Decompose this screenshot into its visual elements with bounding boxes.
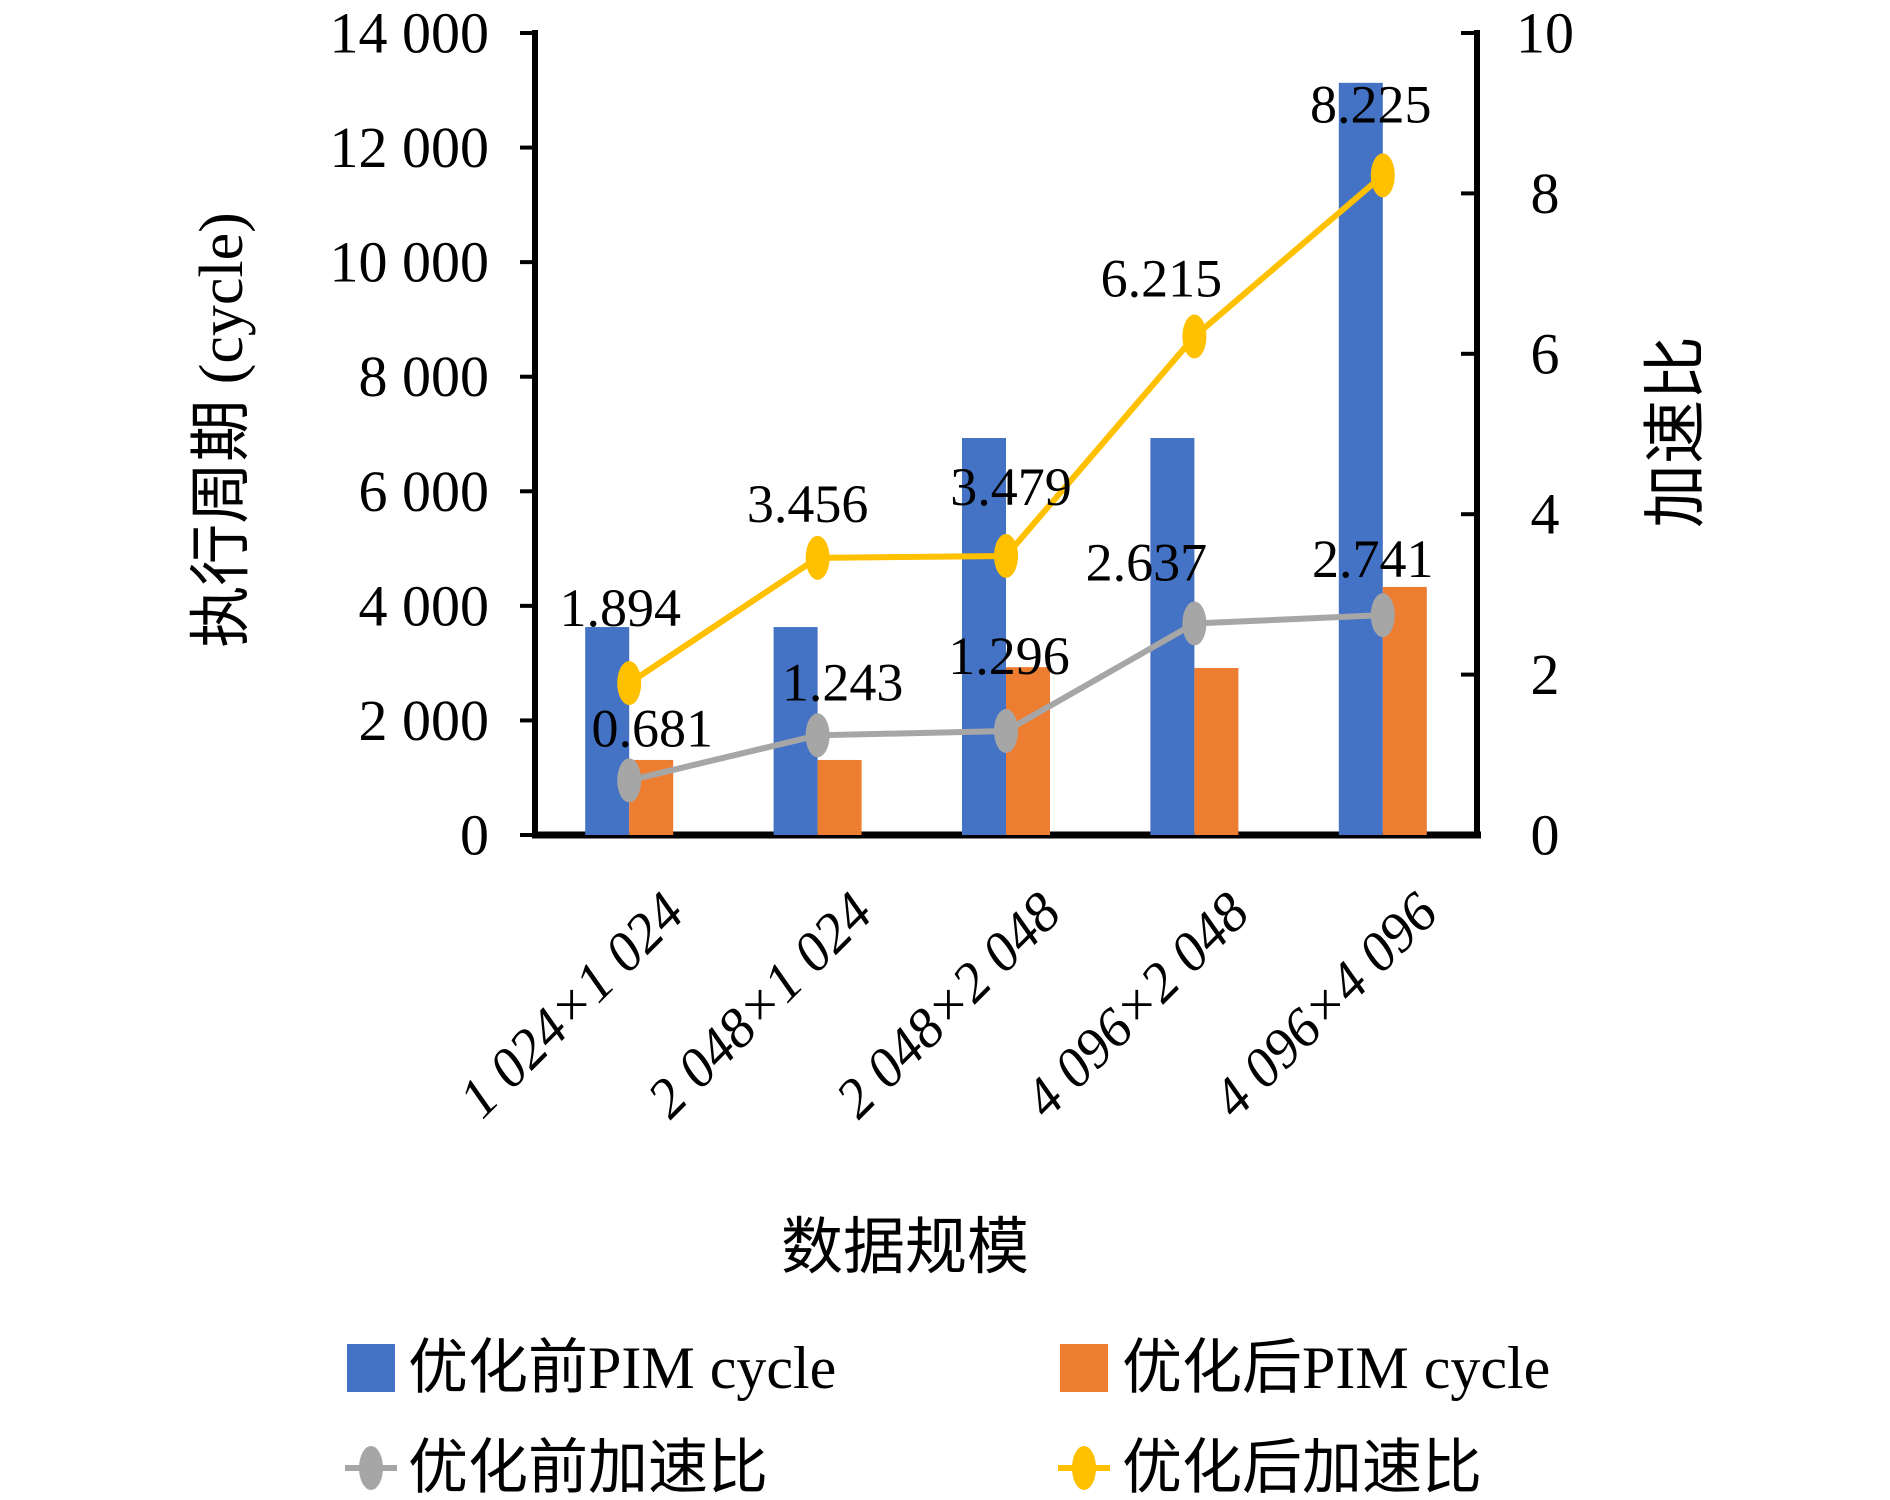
left-axis-tick-label: 12 000 (330, 115, 490, 180)
marker-speedup-before (805, 713, 830, 758)
left-axis-tick-label: 0 (460, 803, 489, 868)
left-axis-tick-label: 10 000 (330, 230, 490, 295)
x-axis-title: 数据规模 (781, 1214, 1029, 1282)
left-axis-title: 执行周期 (cycle) (188, 212, 256, 648)
legend-swatch-pim-after (1060, 1344, 1108, 1392)
legend-swatch-pim-before (347, 1344, 395, 1392)
line-series-group (617, 153, 1395, 803)
right-axis-title: 加速比 (1641, 336, 1712, 528)
right-axis-tick-label: 4 (1531, 482, 1560, 547)
legend-marker-speedup-before (359, 1446, 383, 1490)
bar-pim-cycle-after (1006, 667, 1050, 835)
bar-series-group (585, 82, 1427, 836)
right-axis-tick-label: 6 (1531, 321, 1560, 386)
legend-label: 优化后加速比 (1122, 1435, 1482, 1500)
right-axis-tick-label: 10 (1516, 1, 1574, 66)
data-labels-group: 0.681 1.243 1.296 2.637 2.741 1.894 3.456 3.479… (559, 74, 1433, 758)
marker-speedup-after (1370, 153, 1395, 198)
left-axis-tick-label: 4 000 (359, 573, 490, 638)
legend-label: 优化前PIM cycle (408, 1335, 836, 1401)
legend-label: 优化前加速比 (408, 1435, 768, 1500)
left-axis-tick-label: 8 000 (359, 344, 490, 409)
data-label-speedup-before: 1.243 (782, 652, 904, 712)
right-axis-tick-label: 8 (1531, 161, 1560, 226)
data-label-speedup-after: 1.894 (559, 578, 681, 638)
legend: 优化前PIM cycle 优化后PIM cycle 优化前加速比 优化后加速比 (345, 1335, 1550, 1500)
data-label-speedup-after: 3.479 (950, 457, 1072, 517)
marker-speedup-before (617, 758, 642, 803)
left-axis-tick-label: 6 000 (359, 459, 490, 524)
left-axis-tick-label: 14 000 (330, 1, 490, 66)
left-axis-ticks: 0 2 000 4 000 6 000 8 000 10 000 12 000 14 000 (330, 1, 535, 868)
bar-pim-cycle-after (1194, 668, 1239, 835)
data-label-speedup-before: 2.637 (1086, 533, 1208, 593)
marker-speedup-after (994, 533, 1018, 578)
legend-marker-speedup-after (1072, 1446, 1096, 1490)
data-label-speedup-after: 8.225 (1310, 74, 1432, 134)
right-axis-tick-label: 0 (1531, 803, 1560, 868)
marker-speedup-after (617, 661, 642, 706)
bar-pim-cycle-before (585, 627, 630, 835)
data-label-speedup-before: 1.296 (948, 626, 1070, 686)
left-axis-tick-label: 2 000 (359, 688, 490, 753)
bar-pim-cycle-after (817, 759, 862, 835)
data-label-speedup-after: 6.215 (1101, 249, 1223, 309)
legend-label: 优化后PIM cycle (1122, 1335, 1550, 1401)
marker-speedup-before (1182, 601, 1207, 646)
data-label-speedup-after: 3.456 (747, 474, 869, 534)
data-label-speedup-before: 2.741 (1312, 529, 1434, 589)
marker-speedup-before (994, 709, 1018, 754)
right-axis-ticks: 0 2 4 6 8 10 (1461, 1, 1574, 868)
marker-speedup-before (1370, 593, 1395, 638)
bar-pim-cycle-before (962, 438, 1006, 835)
marker-speedup-after (805, 535, 830, 580)
data-label-speedup-before: 0.681 (591, 698, 713, 758)
marker-speedup-after (1182, 314, 1207, 359)
right-axis-tick-label: 2 (1531, 642, 1560, 707)
